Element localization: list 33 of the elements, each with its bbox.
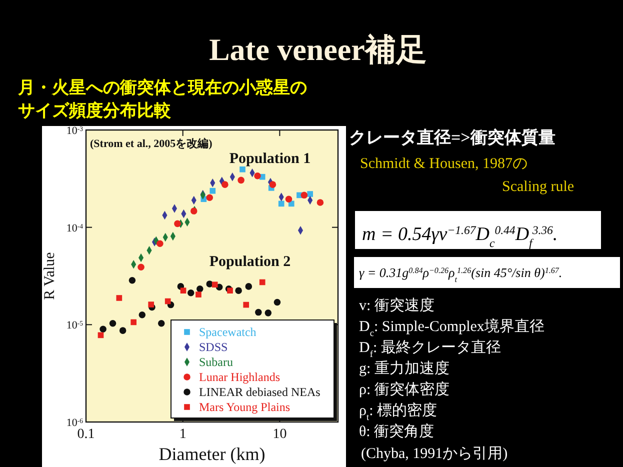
x-tick-label: 0.1	[77, 427, 95, 442]
chart-subtitle: 月・火星への衝突体と現在の小惑星のサイズ頻度分布比較	[17, 78, 307, 121]
x-tick-label: 10	[272, 427, 287, 442]
y-axis-title: R Value	[42, 252, 58, 300]
annotation: (Strom et al., 2005を改編)	[90, 137, 213, 150]
chart-title: Late veneer補足	[209, 32, 427, 67]
legend-label: Spacewatch	[199, 325, 256, 339]
text: v: 衝突速度	[359, 297, 434, 314]
legend-label: SDSS	[199, 340, 228, 354]
y-tick-label: 10$^{-3}$	[66, 125, 84, 137]
y-tick-label: 10$^{-4}$	[66, 222, 84, 234]
text: θ: 衝突角度	[359, 423, 434, 440]
y-tick-label: 10$^{-6}$	[66, 417, 84, 429]
text: m = 0.54γv$^{−1.67}$D$_{c}$$^{0.44}$D$_{f}$$^{3.36}$.	[362, 224, 558, 250]
text: (Chyba, 1991から引用)	[361, 446, 508, 462]
text: ρ$_{t}$: 標的密度	[359, 402, 438, 423]
legend-label: Subaru	[199, 355, 233, 369]
y-tick-label: 10$^{-5}$	[66, 320, 84, 332]
legend-label: LINEAR debiased NEAs	[199, 385, 321, 399]
text: クレータ直径=>衝突体質量	[349, 128, 556, 147]
text: D$_{c}$: Simple-Complex境界直径	[359, 318, 544, 339]
text: D$_{f}$: 最終クレータ直径	[359, 339, 501, 360]
text: g: 重力加速度	[359, 360, 450, 377]
annotation: Population 2	[209, 254, 291, 270]
x-axis-title: Diameter (km)	[158, 444, 266, 464]
text: Scaling rule	[502, 179, 574, 195]
text: Schmidt & Housen, 1987の	[360, 156, 528, 172]
text: γ = 0.31g$^{0.84}$ρ$^{−0.26}$ρ$_{t}$$^{1.26}$(sin 45°/sin θ)$^{1.67}$.	[359, 265, 562, 284]
text: ρ: 衝突体密度	[359, 381, 450, 398]
legend-label: Mars Young Plains	[199, 400, 290, 414]
annotation: Population 1	[229, 151, 311, 167]
legend-label: Lunar Highlands	[199, 370, 280, 384]
x-tick-label: 1	[179, 427, 186, 442]
